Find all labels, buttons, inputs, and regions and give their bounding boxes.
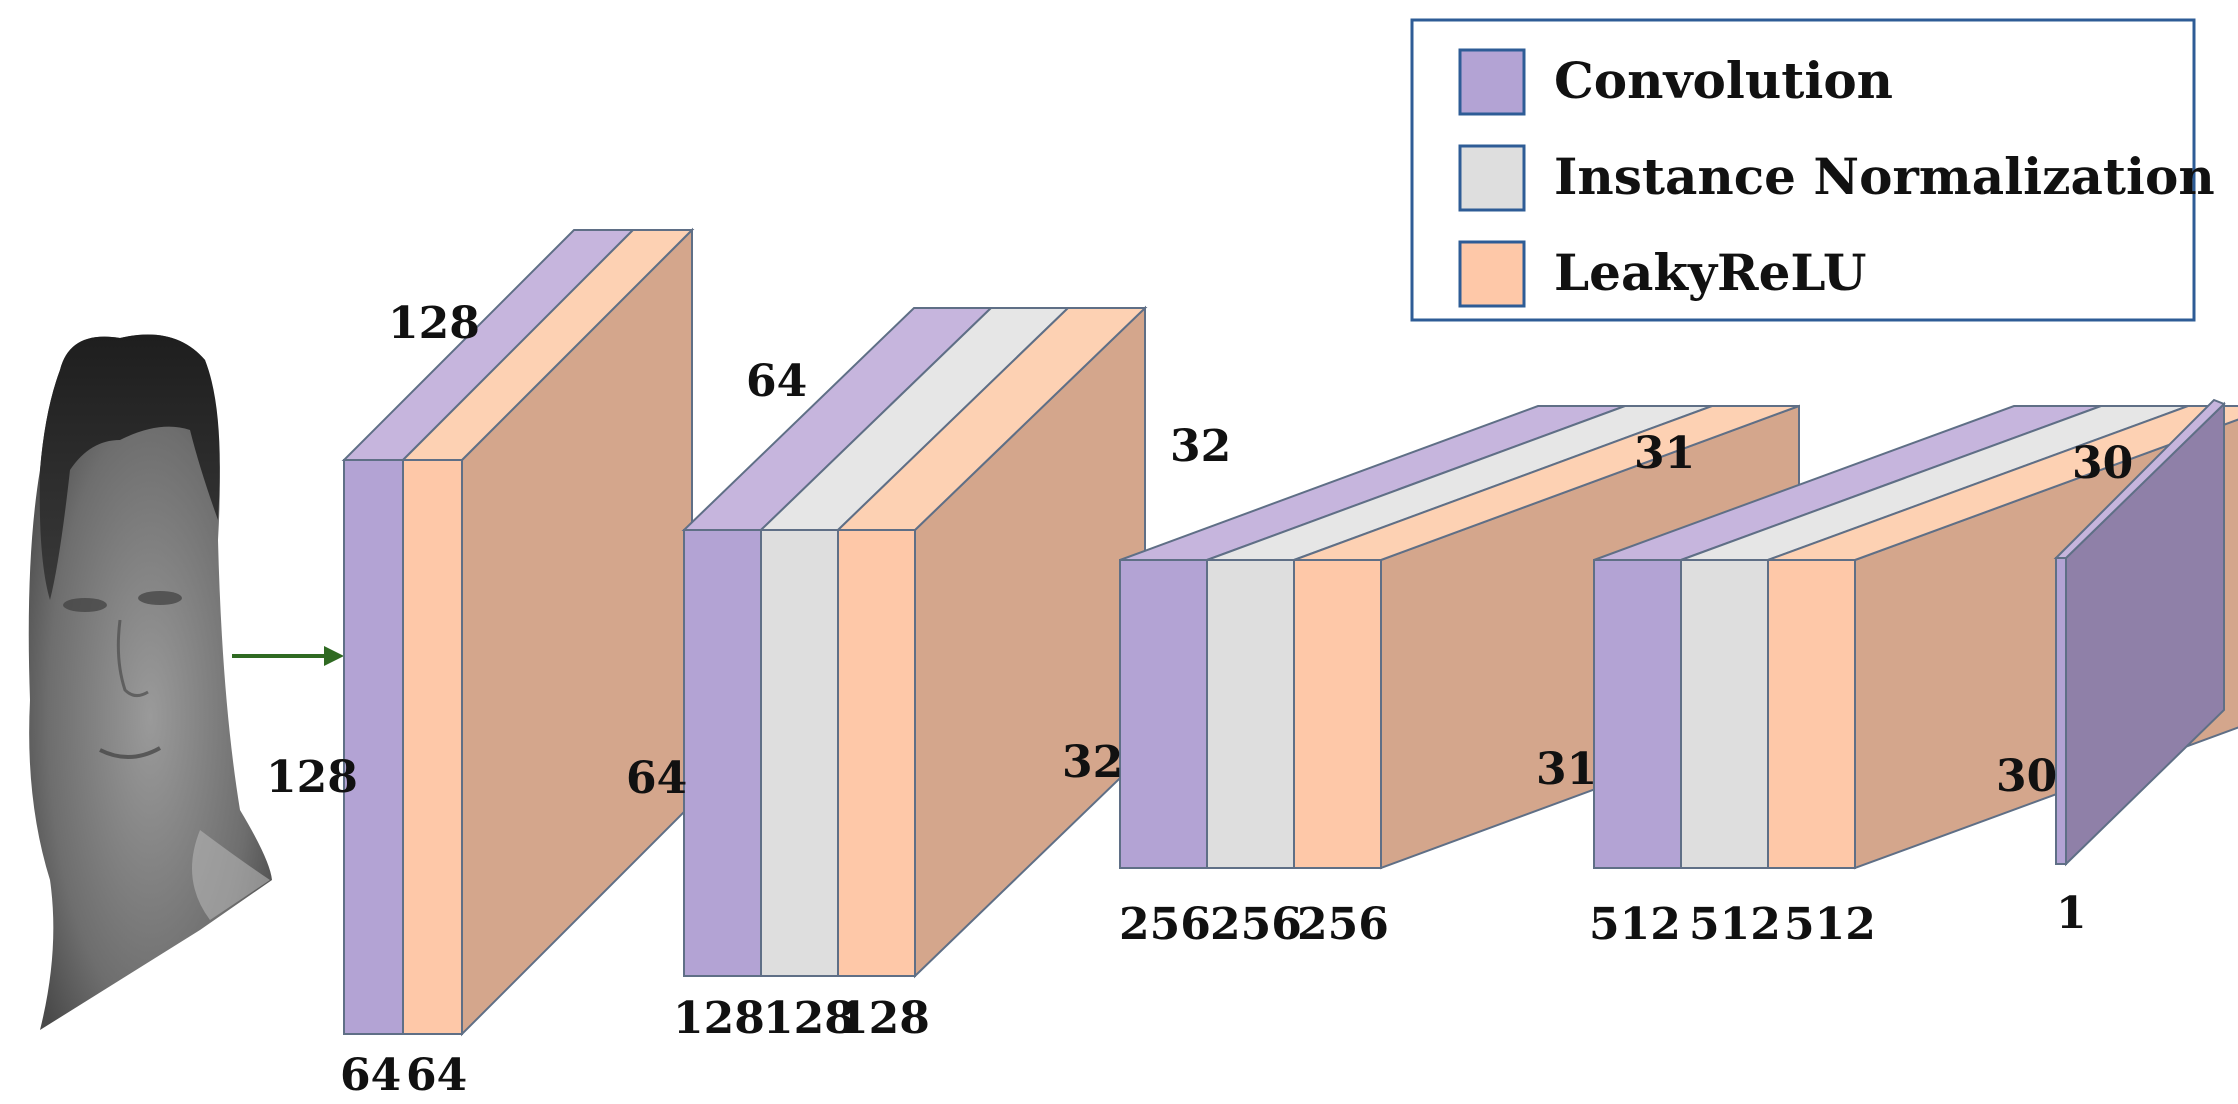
legend-box <box>1410 18 2196 322</box>
block-4-left-label: 31 <box>1536 744 1597 795</box>
legend-label-convolution: Convolution <box>1554 51 1893 110</box>
legend-swatch-instance-normalization <box>1458 144 1526 212</box>
block-4-bottom-label: 512 <box>1784 899 1876 950</box>
block-4-leaky_relu-front <box>1767 559 1856 869</box>
block-1 <box>341 227 695 1037</box>
legend: Convolution Instance Normalization Leaky… <box>1410 18 2215 322</box>
block-2-leaky_relu-front <box>837 529 916 977</box>
output-plate-front <box>2055 557 2067 865</box>
block-2-bottom-label: 128 <box>838 993 930 1044</box>
block-1-top-label: 128 <box>388 298 480 349</box>
block-1-bottom-label: 64 <box>340 1050 401 1101</box>
legend-swatch-convolution <box>1458 48 1526 116</box>
block-3-bottom-label: 256 <box>1119 899 1211 950</box>
block-3-left-label: 32 <box>1062 737 1123 788</box>
block-2-bottom-label: 128 <box>763 993 855 1044</box>
block-3-convolution-front <box>1119 559 1208 869</box>
block-4-top-label: 31 <box>1634 428 1695 479</box>
output-bottom-label: 1 <box>2056 888 2087 939</box>
block-3-leaky_relu-front <box>1293 559 1382 869</box>
block-4-instance_norm-front <box>1680 559 1769 869</box>
output-left-label: 30 <box>1996 751 2057 802</box>
block-4-convolution-front <box>1593 559 1682 869</box>
block-3-instance_norm-front <box>1206 559 1295 869</box>
block-4-bottom-label: 512 <box>1689 899 1781 950</box>
block-1-leaky_relu-front <box>402 459 463 1035</box>
block-2-instance_norm-front <box>760 529 839 977</box>
arrow-1 <box>232 646 344 666</box>
face-image-icon <box>28 334 272 1031</box>
block-1-left-label: 128 <box>266 752 358 803</box>
block-2-left-label: 64 <box>626 753 687 804</box>
block-3-bottom-label: 256 <box>1210 899 1302 950</box>
block-2 <box>681 305 1148 979</box>
output-plate <box>2053 398 2226 867</box>
block-4-bottom-label: 512 <box>1589 899 1681 950</box>
block-1-bottom-label: 64 <box>406 1050 467 1101</box>
block-1-convolution-front <box>343 459 404 1035</box>
output-top-label: 30 <box>2072 438 2133 489</box>
legend-label-leakyrelu: LeakyReLU <box>1554 243 1866 302</box>
block-2-top-label: 64 <box>746 356 807 407</box>
block-3-bottom-label: 256 <box>1297 899 1389 950</box>
legend-label-instance-normalization: Instance Normalization <box>1554 147 2215 206</box>
block-3-top-label: 32 <box>1170 421 1231 472</box>
legend-swatch-leakyrelu <box>1458 240 1526 308</box>
block-2-bottom-label: 128 <box>673 993 765 1044</box>
block-2-convolution-front <box>683 529 762 977</box>
